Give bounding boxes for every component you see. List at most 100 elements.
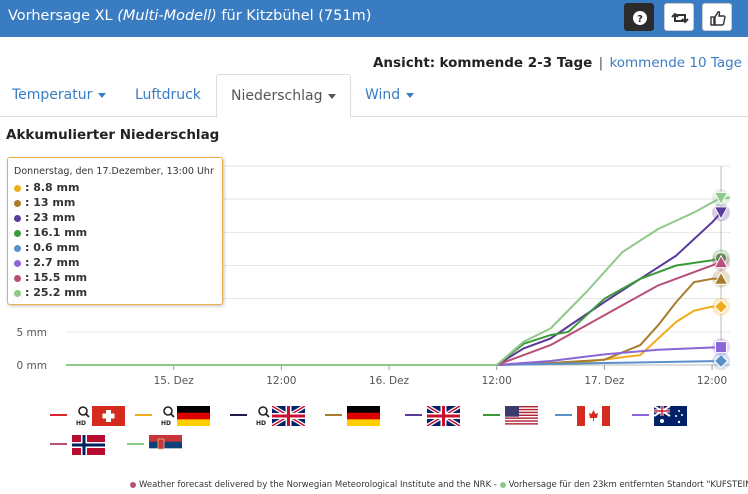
series-line — [66, 211, 722, 366]
series-dot — [14, 274, 21, 282]
uk-flag — [272, 406, 305, 426]
marker-shape — [713, 254, 729, 269]
tab-luftdruck[interactable]: Luftdruck — [135, 74, 201, 117]
tooltip-value: : 15.5 mm — [25, 271, 88, 284]
legend-item[interactable] — [632, 400, 712, 428]
legend-item[interactable]: HD — [50, 400, 130, 428]
legend-line — [632, 414, 649, 416]
x-tick-label: 16. Dez — [369, 375, 410, 387]
legend-line — [325, 414, 342, 416]
legend-line — [405, 414, 422, 416]
series-marker — [712, 269, 731, 288]
series-line — [66, 305, 721, 366]
tooltip-value: : 0.6 mm — [25, 241, 80, 254]
footer-dot — [499, 481, 506, 488]
australia-flag — [654, 406, 687, 426]
svg-text:HD: HD — [256, 420, 266, 426]
title-location: für Kitzbühel (751m) — [216, 8, 372, 24]
view-label: Ansicht: — [372, 55, 436, 71]
series-marker — [712, 253, 731, 272]
legend-item[interactable] — [483, 400, 563, 428]
tooltip-row: : 0.6 mm — [14, 240, 216, 255]
hd-magnifier-icon: HD — [76, 406, 90, 426]
tab-temperatur[interactable]: Temperatur — [12, 74, 107, 117]
tab-wind[interactable]: Wind — [365, 74, 415, 117]
footer-note-kufstein: Vorhersage für den 23km entfernten Stand… — [508, 480, 748, 490]
switzerland-flag — [92, 406, 125, 426]
marker-shape — [715, 341, 728, 354]
series-marker — [712, 203, 731, 222]
tooltip-row: : 16.1 mm — [14, 225, 216, 240]
tooltip-value: : 23 mm — [25, 211, 76, 224]
x-tick-label: 12:00 — [266, 375, 296, 387]
help-button[interactable]: ? — [624, 3, 654, 31]
footer-dash: - — [491, 480, 500, 490]
germany-flag — [177, 406, 210, 426]
series-dot — [14, 244, 21, 252]
legend-item[interactable] — [127, 429, 207, 457]
legend-line — [230, 414, 247, 416]
caret-down-icon — [98, 92, 107, 98]
view-current: kommende 2-3 Tage — [439, 55, 593, 71]
tooltip-row: : 25.2 mm — [14, 285, 216, 300]
legend-line — [50, 414, 67, 416]
series-marker — [712, 352, 731, 371]
caret-down-icon — [328, 93, 337, 99]
marker-shape — [713, 353, 729, 369]
x-tick-label: 17. Dez — [584, 375, 625, 387]
series-dot — [14, 199, 21, 207]
thumbs-up-icon — [710, 10, 726, 26]
series-line — [66, 261, 722, 366]
y-tick-label: 5 mm — [17, 327, 47, 339]
tab-niederschlag[interactable]: Niederschlag — [216, 74, 352, 118]
legend-line — [127, 443, 144, 445]
legend-line — [555, 414, 572, 416]
marker-shape — [713, 191, 729, 206]
tab-label: Niederschlag — [231, 88, 323, 104]
series-dot — [14, 259, 21, 267]
help-icon: ? — [633, 11, 647, 25]
header-bar: Vorhersage XL (Multi-Modell) für Kitzbüh… — [0, 0, 748, 37]
view-10-days-link[interactable]: kommende 10 Tage — [609, 55, 742, 71]
serbia-flag — [149, 435, 182, 455]
legend-item[interactable] — [50, 429, 130, 457]
y-tick-label: 0 mm — [17, 360, 47, 372]
series-dot — [14, 229, 21, 237]
legend-item[interactable]: HD — [135, 400, 215, 428]
series-dot — [14, 184, 21, 192]
tooltip-value: : 25.2 mm — [25, 286, 88, 299]
tab-label: Temperatur — [12, 87, 93, 103]
tooltip-row: : 13 mm — [14, 195, 216, 210]
svg-text:?: ? — [637, 14, 643, 25]
share-button[interactable] — [664, 3, 694, 31]
hd-magnifier-icon: HD — [161, 406, 175, 426]
marker-shape — [713, 271, 729, 285]
hd-magnifier-icon: HD — [256, 406, 270, 426]
legend-line — [483, 414, 500, 416]
like-button[interactable] — [702, 3, 732, 31]
series-marker — [712, 338, 731, 357]
tooltip-value: : 16.1 mm — [25, 226, 88, 239]
legend-line — [50, 443, 67, 445]
legend-line — [135, 414, 152, 416]
svg-text:HD: HD — [161, 420, 171, 426]
germany-flag — [347, 406, 380, 426]
legend-item[interactable] — [555, 400, 635, 428]
x-tick-label: 12:00 — [482, 375, 512, 387]
x-tick-label: 12:00 — [697, 375, 727, 387]
caret-down-icon — [406, 92, 415, 98]
title-model: (Multi-Modell) — [117, 8, 217, 24]
view-selector: Ansicht: kommende 2-3 Tage | kommende 10… — [373, 55, 742, 71]
footer-note-nrk: Weather forecast delivered by the Norweg… — [139, 480, 492, 490]
tooltip-value: : 8.8 mm — [25, 181, 80, 194]
svg-text:HD: HD — [76, 420, 86, 426]
tooltip-value: : 13 mm — [25, 196, 76, 209]
footer-note: Weather forecast delivered by the Norweg… — [130, 480, 748, 490]
page-title: Vorhersage XL (Multi-Modell) für Kitzbüh… — [8, 8, 371, 24]
legend-item[interactable]: HD — [230, 400, 310, 428]
series-dot — [14, 289, 21, 297]
x-tick-label: 15. Dez — [154, 375, 195, 387]
legend-item[interactable] — [325, 400, 405, 428]
chart-tooltip: Donnerstag, den 17.Dezember, 13:00 Uhr :… — [7, 157, 223, 305]
legend-item[interactable] — [405, 400, 485, 428]
